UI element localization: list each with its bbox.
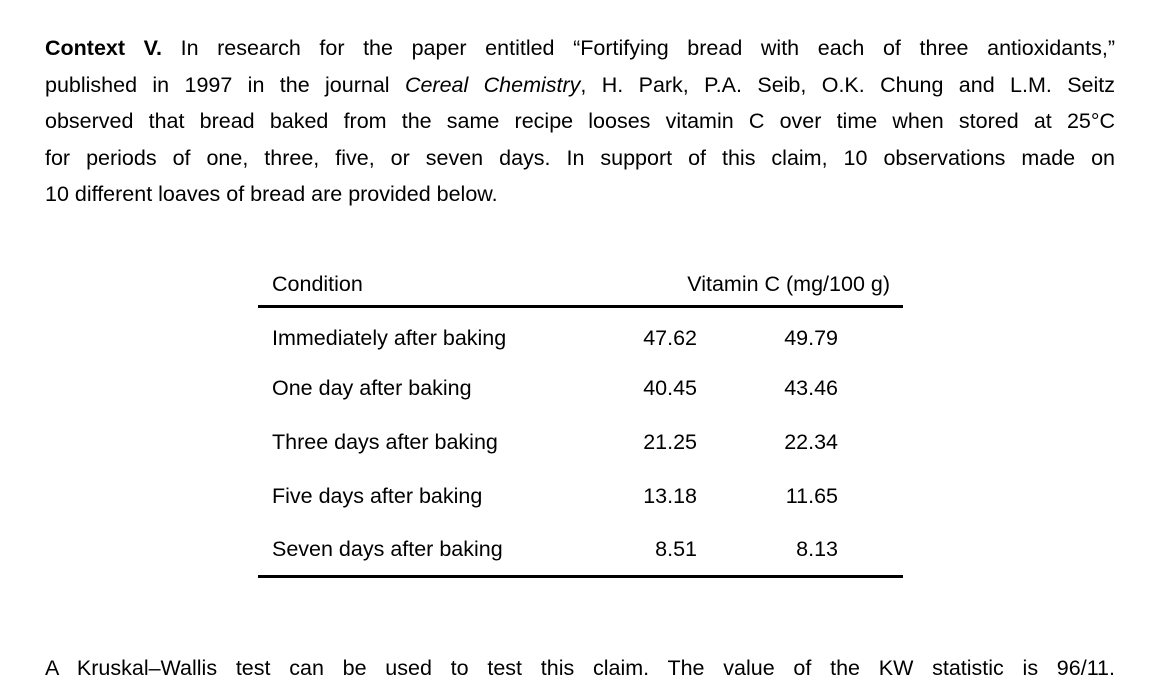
column-header-vitamin-c: Vitamin C (mg/100 g) <box>602 262 903 309</box>
value-cell-1: 40.45 <box>643 375 697 400</box>
condition-cell: Immediately after baking <box>272 326 507 351</box>
table-row: One day after baking 40.45 43.46 <box>258 361 903 415</box>
condition-cell: Five days after baking <box>272 483 483 508</box>
value-cell-1: 47.62 <box>643 326 697 351</box>
context-paragraph: Context V. In research for the paper ent… <box>45 30 1115 213</box>
value-cell-1: 13.18 <box>643 483 697 508</box>
table-row: Seven days after baking 8.51 8.13 <box>258 522 903 579</box>
condition-cell: Three days after baking <box>272 429 498 454</box>
context-label: Context V. <box>45 36 162 60</box>
paragraph-line-2-pre: published in 1997 in the journal <box>45 72 405 97</box>
paragraph-line-2-post: , H. Park, P.A. Seib, O.K. Chung and L.M… <box>580 72 1115 97</box>
value-cell-2: 8.13 <box>697 522 903 579</box>
value-cell-1: 8.51 <box>602 522 697 579</box>
table-row: Five days after baking 13.18 11.65 <box>258 469 903 523</box>
journal-name: Cereal Chemistry <box>404 72 581 97</box>
condition-cell: One day after baking <box>272 375 472 400</box>
kruskal-wallis-statement: A Kruskal–Wallis test can be used to tes… <box>45 656 1115 681</box>
value-cell-2: 11.65 <box>785 483 838 508</box>
paragraph-line-4: for periods of one, three, five, or seve… <box>45 145 1115 170</box>
paragraph-line-3: observed that bread baked from the same … <box>45 109 1115 134</box>
paragraph-line-2: published in 1997 in the journal Cereal … <box>45 67 1115 104</box>
value-cell-2: 22.34 <box>784 429 838 454</box>
vitamin-c-table: Condition Vitamin C (mg/100 g) Immediate… <box>258 262 903 579</box>
paragraph-line-1: Context V. In research for the paper ent… <box>45 30 1115 67</box>
column-header-condition: Condition <box>258 262 602 309</box>
table-row: Three days after baking 21.25 22.34 <box>258 415 903 469</box>
value-cell-2: 43.46 <box>784 375 838 400</box>
value-cell-1: 21.25 <box>643 429 697 454</box>
table-header-row: Condition Vitamin C (mg/100 g) <box>258 262 903 309</box>
paragraph-line-1-text: In research for the paper entitled “Fort… <box>161 36 1115 60</box>
condition-cell: Seven days after baking <box>258 522 602 579</box>
table-row: Immediately after baking 47.62 49.79 <box>258 307 903 361</box>
value-cell-2: 49.79 <box>784 326 838 351</box>
paragraph-line-5: 10 different loaves of bread are provide… <box>45 182 498 207</box>
